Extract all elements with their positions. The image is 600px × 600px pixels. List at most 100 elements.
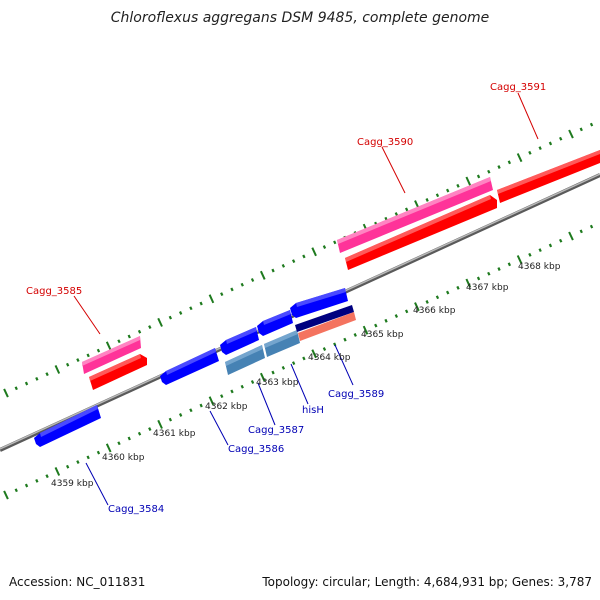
lower-row-minor-tick — [168, 417, 173, 422]
upper-row-minor-tick — [65, 362, 70, 367]
upper-row-major-tick — [105, 341, 112, 351]
scale-label-4368: 4368 kbp — [518, 262, 561, 272]
upper-row-minor-tick — [528, 150, 532, 155]
scale-label-4360: 4360 kbp — [102, 453, 145, 463]
gene-label-cagg-3591[interactable]: Cagg_3591 — [490, 82, 546, 93]
upper-row-major-tick — [259, 270, 266, 280]
upper-row-minor-tick — [302, 254, 306, 259]
gene-label-cagg-3589[interactable]: Cagg_3589 — [328, 389, 384, 400]
upper-row-minor-tick — [425, 198, 429, 202]
cds-feature-cagg-3590[interactable] — [345, 195, 497, 270]
lower-row-minor-tick — [291, 361, 296, 366]
lower-row-minor-tick — [220, 394, 224, 399]
upper-row-major-tick — [157, 317, 163, 327]
upper-row-minor-tick — [96, 348, 101, 353]
upper-row-minor-tick — [435, 193, 440, 198]
lower-row-minor-tick — [45, 474, 49, 479]
lower-row-minor-tick — [240, 384, 244, 389]
upper-row-minor-tick — [240, 282, 244, 287]
lower-row-minor-tick — [86, 455, 90, 460]
upper-row-minor-tick — [548, 141, 553, 146]
lower-row-minor-tick — [394, 314, 399, 318]
gene-features — [34, 150, 600, 447]
lower-row-minor-tick — [548, 243, 553, 248]
cds-feature-cagg-3589-cds[interactable] — [290, 288, 348, 318]
upper-row-minor-tick — [127, 334, 131, 339]
scale-label-4359: 4359 kbp — [51, 479, 94, 489]
gene-feature-cagg-3589-dark[interactable] — [295, 305, 354, 332]
lower-row-minor-tick — [117, 441, 121, 446]
gene-feature-hish[interactable] — [264, 330, 300, 357]
lower-row-minor-tick — [487, 271, 491, 276]
gene-label-cagg-3585[interactable]: Cagg_3585 — [26, 286, 82, 297]
cds-feature-cagg-3591[interactable] — [497, 150, 600, 203]
lower-row-minor-tick — [189, 408, 193, 413]
lower-row-minor-tick — [404, 309, 409, 314]
gene-feature-cagg-3587[interactable] — [225, 345, 265, 375]
lower-row-minor-tick — [322, 347, 327, 351]
gene-label-cagg-3586[interactable]: Cagg_3586 — [228, 444, 284, 455]
lower-row-major-tick — [516, 255, 523, 265]
upper-row-major-tick — [465, 176, 472, 186]
scale-label-4361: 4361 kbp — [153, 429, 196, 439]
upper-row-minor-tick — [589, 122, 594, 127]
gene-label-cagg-3590[interactable]: Cagg_3590 — [357, 137, 413, 148]
lower-row-minor-tick — [35, 478, 39, 483]
scale-label-4363: 4363 kbp — [256, 378, 299, 388]
lower-row-minor-tick — [476, 276, 481, 281]
gene-feature-cagg-3590[interactable] — [337, 177, 493, 253]
gene-feature-cagg-3585[interactable] — [82, 336, 141, 374]
topology-summary-text: Topology: circular; Length: 4,684,931 bp… — [261, 575, 592, 589]
lower-row-major-tick — [259, 372, 266, 382]
cds-feature-cagg-3586-cds[interactable] — [160, 348, 219, 385]
gene-label-cagg-3587[interactable]: Cagg_3587 — [248, 425, 304, 436]
upper-row-minor-tick — [199, 301, 203, 306]
lower-row-minor-tick — [435, 295, 440, 300]
gene-label-cagg-3584[interactable]: Cagg_3584 — [108, 504, 164, 515]
upper-row-minor-tick — [168, 315, 173, 320]
upper-row-minor-tick — [35, 376, 39, 381]
lower-row-minor-tick — [353, 333, 357, 337]
upper-row-major-tick — [54, 364, 61, 374]
lower-row-minor-tick — [281, 365, 286, 370]
upper-row-major-tick — [208, 294, 215, 304]
cds-feature-cagg-3587-cds[interactable] — [220, 327, 259, 355]
cds-feature-cagg-3585[interactable] — [89, 354, 147, 390]
upper-row-minor-tick — [14, 386, 18, 391]
lower-row-minor-tick — [384, 318, 388, 323]
lower-row-minor-tick — [127, 436, 131, 441]
lower-row-minor-tick — [446, 290, 450, 295]
lower-row-major-tick — [362, 325, 369, 335]
lower-row-minor-tick — [271, 370, 275, 375]
upper-row-minor-tick — [291, 259, 296, 264]
upper-row-minor-tick — [333, 240, 337, 245]
lower-row-minor-tick — [374, 323, 378, 328]
scale-labels: 4359 kbp 4360 kbp 4361 kbp 4362 kbp 4363… — [51, 262, 561, 489]
upper-row-minor-tick — [76, 358, 80, 362]
upper-row-minor-tick — [137, 329, 142, 334]
lower-row-minor-tick — [137, 431, 142, 436]
upper-row-minor-tick — [148, 325, 152, 329]
lower-row-major-tick — [414, 302, 420, 312]
upper-row-minor-tick — [404, 207, 409, 212]
upper-tick-row — [3, 122, 594, 398]
lower-row-minor-tick — [559, 238, 563, 243]
cds-feature-hish-cds[interactable] — [257, 310, 293, 336]
upper-row-minor-tick — [456, 183, 460, 188]
lower-row-minor-tick — [76, 460, 80, 464]
upper-row-minor-tick — [189, 306, 193, 311]
gene-label-hish[interactable]: hisH — [302, 405, 324, 416]
lower-row-major-tick — [105, 443, 112, 453]
cds-feature-cagg-3584[interactable] — [34, 405, 101, 447]
upper-row-minor-tick — [487, 169, 491, 174]
upper-row-minor-tick — [446, 188, 450, 193]
gene-labels: Cagg_3585 Cagg_3590 Cagg_3591 Cagg_3584 … — [26, 82, 546, 515]
gene-feature-cagg-3589-salmon[interactable] — [298, 312, 356, 341]
lower-row-minor-tick — [343, 337, 347, 342]
lower-row-major-tick — [465, 278, 472, 288]
upper-row-major-tick — [568, 129, 574, 139]
gene-label-leaders — [73, 92, 539, 506]
scale-label-4364: 4364 kbp — [308, 353, 351, 363]
lower-row-minor-tick — [178, 413, 183, 417]
